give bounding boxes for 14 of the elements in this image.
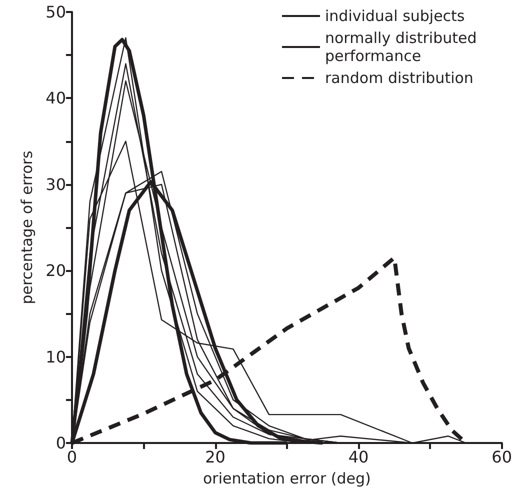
y-tick-label: 40 bbox=[46, 88, 66, 108]
y-tick-label: 50 bbox=[46, 2, 66, 22]
x-tick-label: 20 bbox=[205, 448, 226, 466]
y-tick-label: 10 bbox=[46, 347, 66, 366]
x-tick-label: 0 bbox=[66, 448, 78, 466]
y-tick-label: 30 bbox=[46, 174, 66, 194]
y-axis-title: percentage of errors bbox=[18, 150, 36, 304]
legend-label: individual subjects bbox=[325, 7, 465, 25]
x-axis-title: orientation error (deg) bbox=[202, 470, 371, 488]
y-tick-label: 0 bbox=[56, 434, 66, 452]
legend-label: random distribution bbox=[325, 69, 474, 87]
y-tick-label: 20 bbox=[46, 261, 66, 280]
x-tick-label: 60 bbox=[492, 448, 512, 466]
x-tick-label: 40 bbox=[348, 448, 369, 466]
